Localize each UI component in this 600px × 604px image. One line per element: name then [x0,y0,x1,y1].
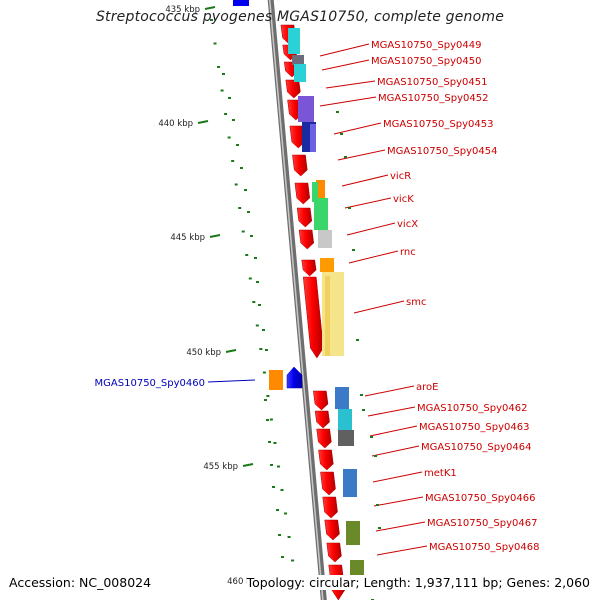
gene-label-leader [373,496,424,507]
domain-block [338,430,354,446]
gene-label: vicX [397,219,418,230]
domain-block [314,198,328,230]
gene-label-leader [376,545,428,556]
domain-block [346,521,360,545]
reverse-gene-arrow [286,366,303,389]
domain-block [343,469,357,497]
gene-label-leader [344,197,392,209]
ruler-major-tick [209,234,221,238]
forward-gene-arrow [313,390,329,411]
domain-block [269,370,283,390]
gene-label-leader [319,43,370,57]
forward-gene-arrow [326,542,342,563]
ruler-major-tick [242,463,254,467]
forward-gene-arrow [302,276,324,359]
genome-title: Streptococcus pyogenes MGAS10750, comple… [95,9,505,25]
gene-label: MGAS10750_Spy0466 [425,493,535,504]
gene-label: MGAS10750_Spy0452 [378,93,488,104]
accession-label: Accession: NC_008024 [9,575,152,590]
gene-label-leader [372,471,423,483]
backbone [267,0,328,604]
gene-label: metK1 [424,468,457,479]
gene-label: MGAS10750_Spy0468 [429,542,539,553]
domain-block [310,124,316,152]
backbone-highlight [268,0,324,604]
gene-label-leader [371,445,420,457]
ruler-label: 450 kbp [186,348,221,358]
ruler-major-tick [225,349,237,353]
gene-label: MGAS10750_Spy0451 [377,77,487,88]
gene-label-leader [348,250,399,264]
ruler-label: 445 kbp [170,233,205,243]
gene-label-leader [346,222,396,236]
gene-label-leader [337,149,386,161]
forward-gene-arrow [292,154,308,177]
gene-label-leader [353,300,405,314]
gene-label-leader [364,385,415,397]
forward-gene-arrow [285,79,301,99]
domain-block [316,180,325,198]
ruler-major-tick [204,6,216,10]
gene-label: rnc [400,247,416,258]
gene-label: aroE [416,382,438,393]
gene-label: MGAS10750_Spy0450 [371,56,481,67]
gene-label-leader [333,122,382,135]
forward-gene-arrow [322,496,338,519]
gene-label-leader [367,406,416,417]
gene-label: MGAS10750_Spy0463 [419,422,529,433]
gene-label-leader [375,521,426,532]
gene-label: MGAS10750_Spy0464 [421,442,531,453]
gene-label: MGAS10750_Spy0453 [383,119,493,130]
ruler-label: 455 kbp [203,462,238,472]
gene-label: MGAS10750_Spy0449 [371,40,481,51]
forward-gene-arrow [301,259,317,277]
domain-block [298,96,314,122]
topology-summary: Topology: circular; Length: 1,937,111 bp… [246,575,590,590]
gene-label: smc [406,297,426,308]
domain-block [338,409,352,431]
gene-label-leader [319,96,377,107]
domain-block [325,276,330,356]
gene-label-leader [207,379,256,383]
ruler-major-tick [197,120,209,124]
gene-label: MGAS10750_Spy0460 [95,378,205,389]
ruler-label: 460 k [227,577,251,587]
gene-label: MGAS10750_Spy0454 [387,146,497,157]
domain-block [335,387,349,409]
ruler-label: 435 kbp [165,5,200,15]
gene-label: MGAS10750_Spy0462 [417,403,527,414]
ruler-label: 440 kbp [158,119,193,129]
domain-block [292,55,304,65]
gene-label-leader [321,59,370,71]
gene-label: vicR [390,171,411,182]
gene-label-leader [341,174,389,187]
forward-gene-arrow [296,207,313,228]
domain-block [318,230,332,248]
gene-label: MGAS10750_Spy0467 [427,518,537,529]
gene-label: vicK [393,194,414,205]
reverse-gene-block [233,0,249,6]
forward-gene-arrow [289,125,306,149]
domain-block [294,64,306,82]
gene-label-leader [325,80,376,89]
forward-gene-arrow [314,410,330,429]
forward-gene-arrow [316,428,332,449]
forward-gene-arrow [324,519,340,541]
forward-gene-arrow [320,471,336,496]
forward-gene-arrow [318,449,334,471]
domain-block [312,182,318,202]
domain-block [320,258,334,272]
gene-label-leader [369,425,418,437]
forward-gene-arrow [294,182,311,205]
domain-block [288,28,300,54]
forward-gene-arrow [298,229,315,250]
